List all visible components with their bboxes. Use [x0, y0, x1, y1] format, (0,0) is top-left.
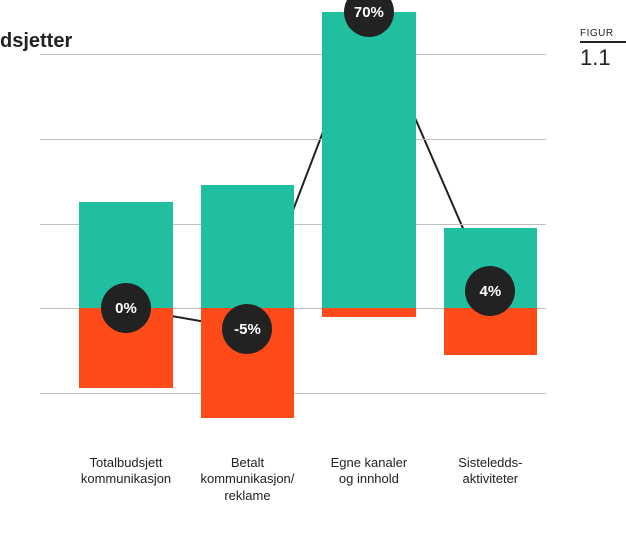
x-axis-label: Sisteledds- aktiviteter — [424, 455, 558, 488]
gridline — [40, 139, 546, 140]
figure-label-rule — [580, 41, 626, 43]
line-marker: -5% — [222, 304, 272, 354]
figure-label-number: 1.1 — [580, 45, 611, 70]
gridline — [40, 54, 546, 55]
trend-line — [126, 12, 490, 329]
bar — [322, 308, 416, 316]
line-marker: 0% — [101, 283, 151, 333]
x-axis-label: Egne kanaler og innhold — [302, 455, 436, 488]
chart-root: dsjetter FIGUR 1.1 0%-5%70%4%Totalbudsje… — [0, 0, 626, 547]
figure-label: FIGUR 1.1 — [580, 28, 626, 71]
line-marker: 4% — [465, 266, 515, 316]
x-axis-label: Totalbudsjett kommunikasjon — [59, 455, 193, 488]
plot-area: 0%-5%70%4%Totalbudsjett kommunikasjonBet… — [40, 12, 546, 435]
bar — [201, 185, 295, 308]
x-axis-label: Betalt kommunikasjon/ reklame — [181, 455, 315, 504]
figure-label-small: FIGUR — [580, 28, 626, 39]
bar — [322, 12, 416, 308]
